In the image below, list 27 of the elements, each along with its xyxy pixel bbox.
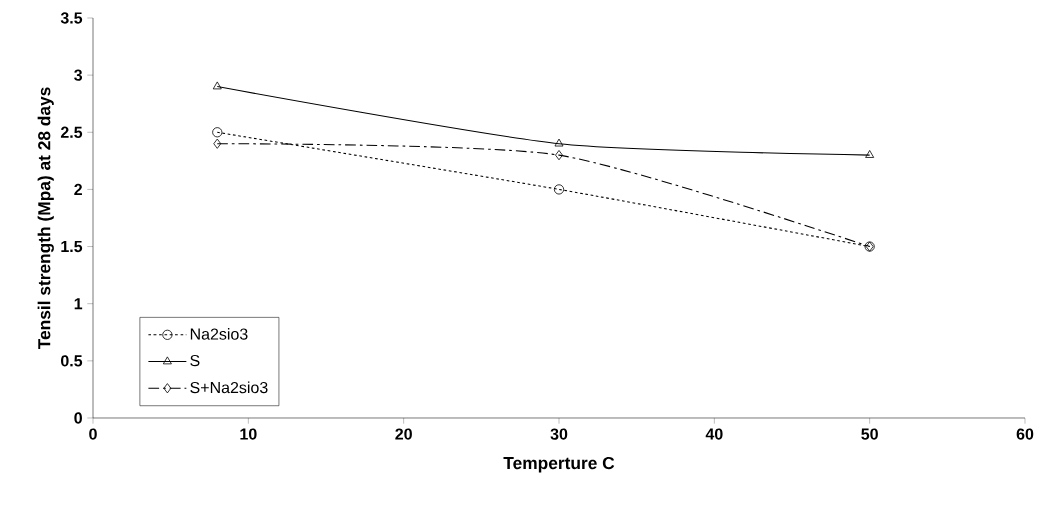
y-tick-label: 0 bbox=[74, 412, 82, 424]
x-tick-label: 40 bbox=[705, 428, 723, 440]
legend-label: Na2sio3 bbox=[190, 328, 248, 340]
point bbox=[554, 138, 564, 147]
y-tick-label: 2.5 bbox=[60, 126, 83, 138]
y-tick-label: 3.5 bbox=[60, 12, 83, 24]
y-tick-label: 1.5 bbox=[61, 240, 83, 253]
x-tick-label: 60 bbox=[1016, 428, 1034, 440]
point bbox=[213, 138, 222, 149]
x-tick-label: 20 bbox=[395, 428, 412, 440]
point bbox=[212, 81, 222, 90]
y-tick-label: 2 bbox=[74, 183, 82, 195]
legend-label: S+Na2sio3 bbox=[190, 381, 268, 394]
x-tick-label: 10 bbox=[240, 428, 257, 440]
y-axis-title: Tensil strength (Mpa) at 28 days bbox=[37, 87, 54, 350]
point bbox=[865, 150, 875, 158]
x-axis-title: Temperture C bbox=[503, 456, 615, 473]
y-tick-label: 3 bbox=[74, 69, 83, 81]
point bbox=[553, 184, 565, 195]
y-tick-label: 0.5 bbox=[60, 355, 83, 367]
y-tick-label: 1 bbox=[74, 298, 83, 310]
point bbox=[212, 127, 223, 138]
x-tick-label: 50 bbox=[861, 428, 878, 440]
x-tick-label: 30 bbox=[550, 428, 568, 440]
x-tick-label: 0 bbox=[89, 428, 97, 440]
legend-label: S bbox=[190, 354, 200, 367]
point bbox=[555, 150, 563, 161]
